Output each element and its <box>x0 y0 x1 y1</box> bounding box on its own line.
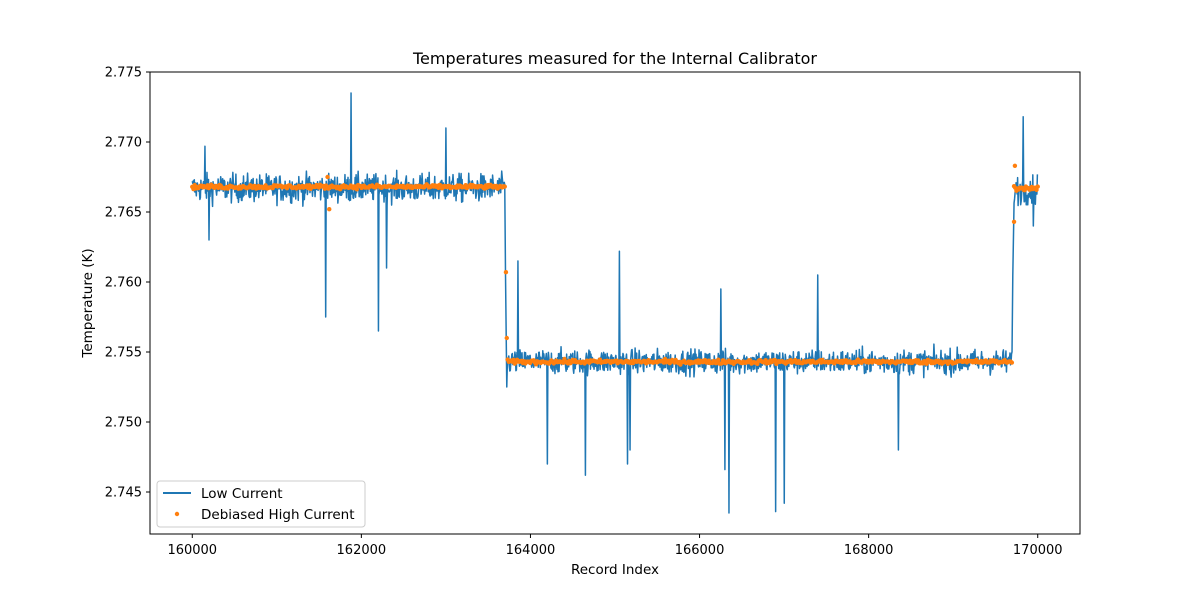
plot-frame <box>149 71 1081 535</box>
chart-title: Temperatures measured for the Internal C… <box>412 49 817 68</box>
y-tick-label: 2.770 <box>105 136 142 151</box>
high-current-point <box>327 207 332 212</box>
high-current-point <box>716 357 721 362</box>
x-tick-label: 164000 <box>506 543 556 558</box>
high-current-point <box>503 270 509 275</box>
x-tick-label: 162000 <box>337 543 387 558</box>
series-debiased-high-current <box>190 163 1040 367</box>
x-tick-label: 168000 <box>844 543 894 558</box>
high-current-point <box>504 335 509 341</box>
low-current-line <box>191 92 1039 514</box>
x-tick-label: 166000 <box>675 543 725 558</box>
high-current-point <box>1009 360 1015 365</box>
y-tick-label: 2.745 <box>105 486 142 501</box>
high-current-point <box>354 187 359 192</box>
legend-swatch-high-current <box>174 511 180 517</box>
x-tick-label: 170000 <box>1013 543 1063 558</box>
y-tick-label: 2.760 <box>105 276 142 291</box>
series-low-current <box>191 92 1039 514</box>
high-current-point <box>325 174 330 180</box>
legend: Low Current Debiased High Current <box>156 480 366 528</box>
high-current-point <box>502 184 507 189</box>
y-tick-label: 2.750 <box>105 416 142 431</box>
legend-box <box>156 480 366 528</box>
high-current-point <box>1011 219 1017 224</box>
y-axis-label: Temperature (K) <box>80 248 96 358</box>
x-axis-label: Record Index <box>571 562 659 578</box>
high-current-point <box>1035 184 1040 189</box>
x-axis: 160000 162000 164000 166000 168000 170000 <box>167 534 1063 558</box>
legend-label-low-current: Low Current <box>201 486 283 502</box>
plot-area <box>190 92 1040 514</box>
y-axis: 2.745 2.750 2.755 2.760 2.765 2.770 2.775 <box>105 66 150 501</box>
legend-label-high-current: Debiased High Current <box>201 507 355 523</box>
x-tick-label: 160000 <box>167 543 217 558</box>
high-current-point <box>1012 163 1018 168</box>
y-tick-label: 2.765 <box>105 206 142 221</box>
y-tick-label: 2.755 <box>105 346 142 361</box>
y-tick-label: 2.775 <box>105 66 142 81</box>
